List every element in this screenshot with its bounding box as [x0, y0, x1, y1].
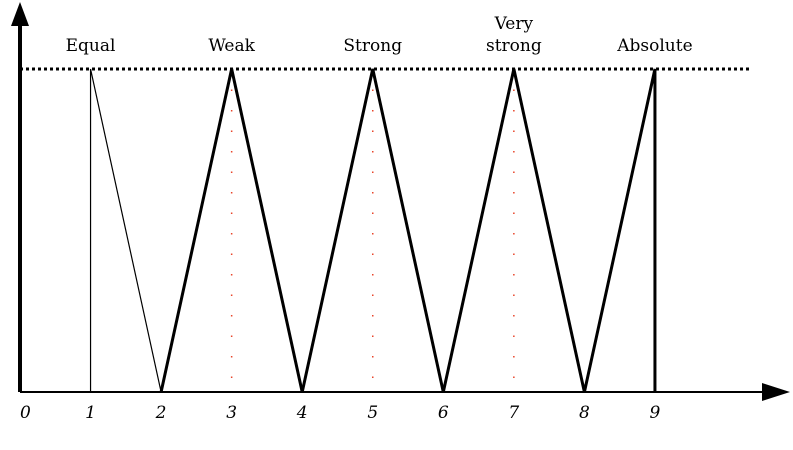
- x-axis-arrow: [762, 383, 790, 401]
- series-label: Weak: [208, 36, 255, 56]
- series-label: Absolute: [617, 36, 693, 56]
- membership-line: [441, 68, 586, 393]
- x-tick-label: 8: [579, 403, 590, 423]
- y-axis-arrow: [11, 2, 29, 26]
- membership-line: [89, 68, 162, 393]
- x-tick-label: 4: [296, 403, 308, 423]
- membership-line: [582, 68, 657, 393]
- series-label: Very strong: [485, 14, 542, 56]
- membership-line: [300, 68, 445, 393]
- x-tick-label: 6: [438, 403, 449, 423]
- x-tick-label: 3: [226, 403, 237, 423]
- x-tick-label: 2: [155, 403, 167, 423]
- series-label: Equal: [65, 36, 116, 56]
- x-tick-label: 0: [20, 403, 31, 423]
- x-tick-label: 7: [508, 403, 519, 423]
- x-tick-label: 9: [650, 403, 661, 423]
- x-tick-label: 1: [85, 403, 96, 423]
- series-label: Strong: [343, 36, 403, 56]
- x-tick-label: 5: [367, 403, 378, 423]
- membership-line: [159, 68, 304, 393]
